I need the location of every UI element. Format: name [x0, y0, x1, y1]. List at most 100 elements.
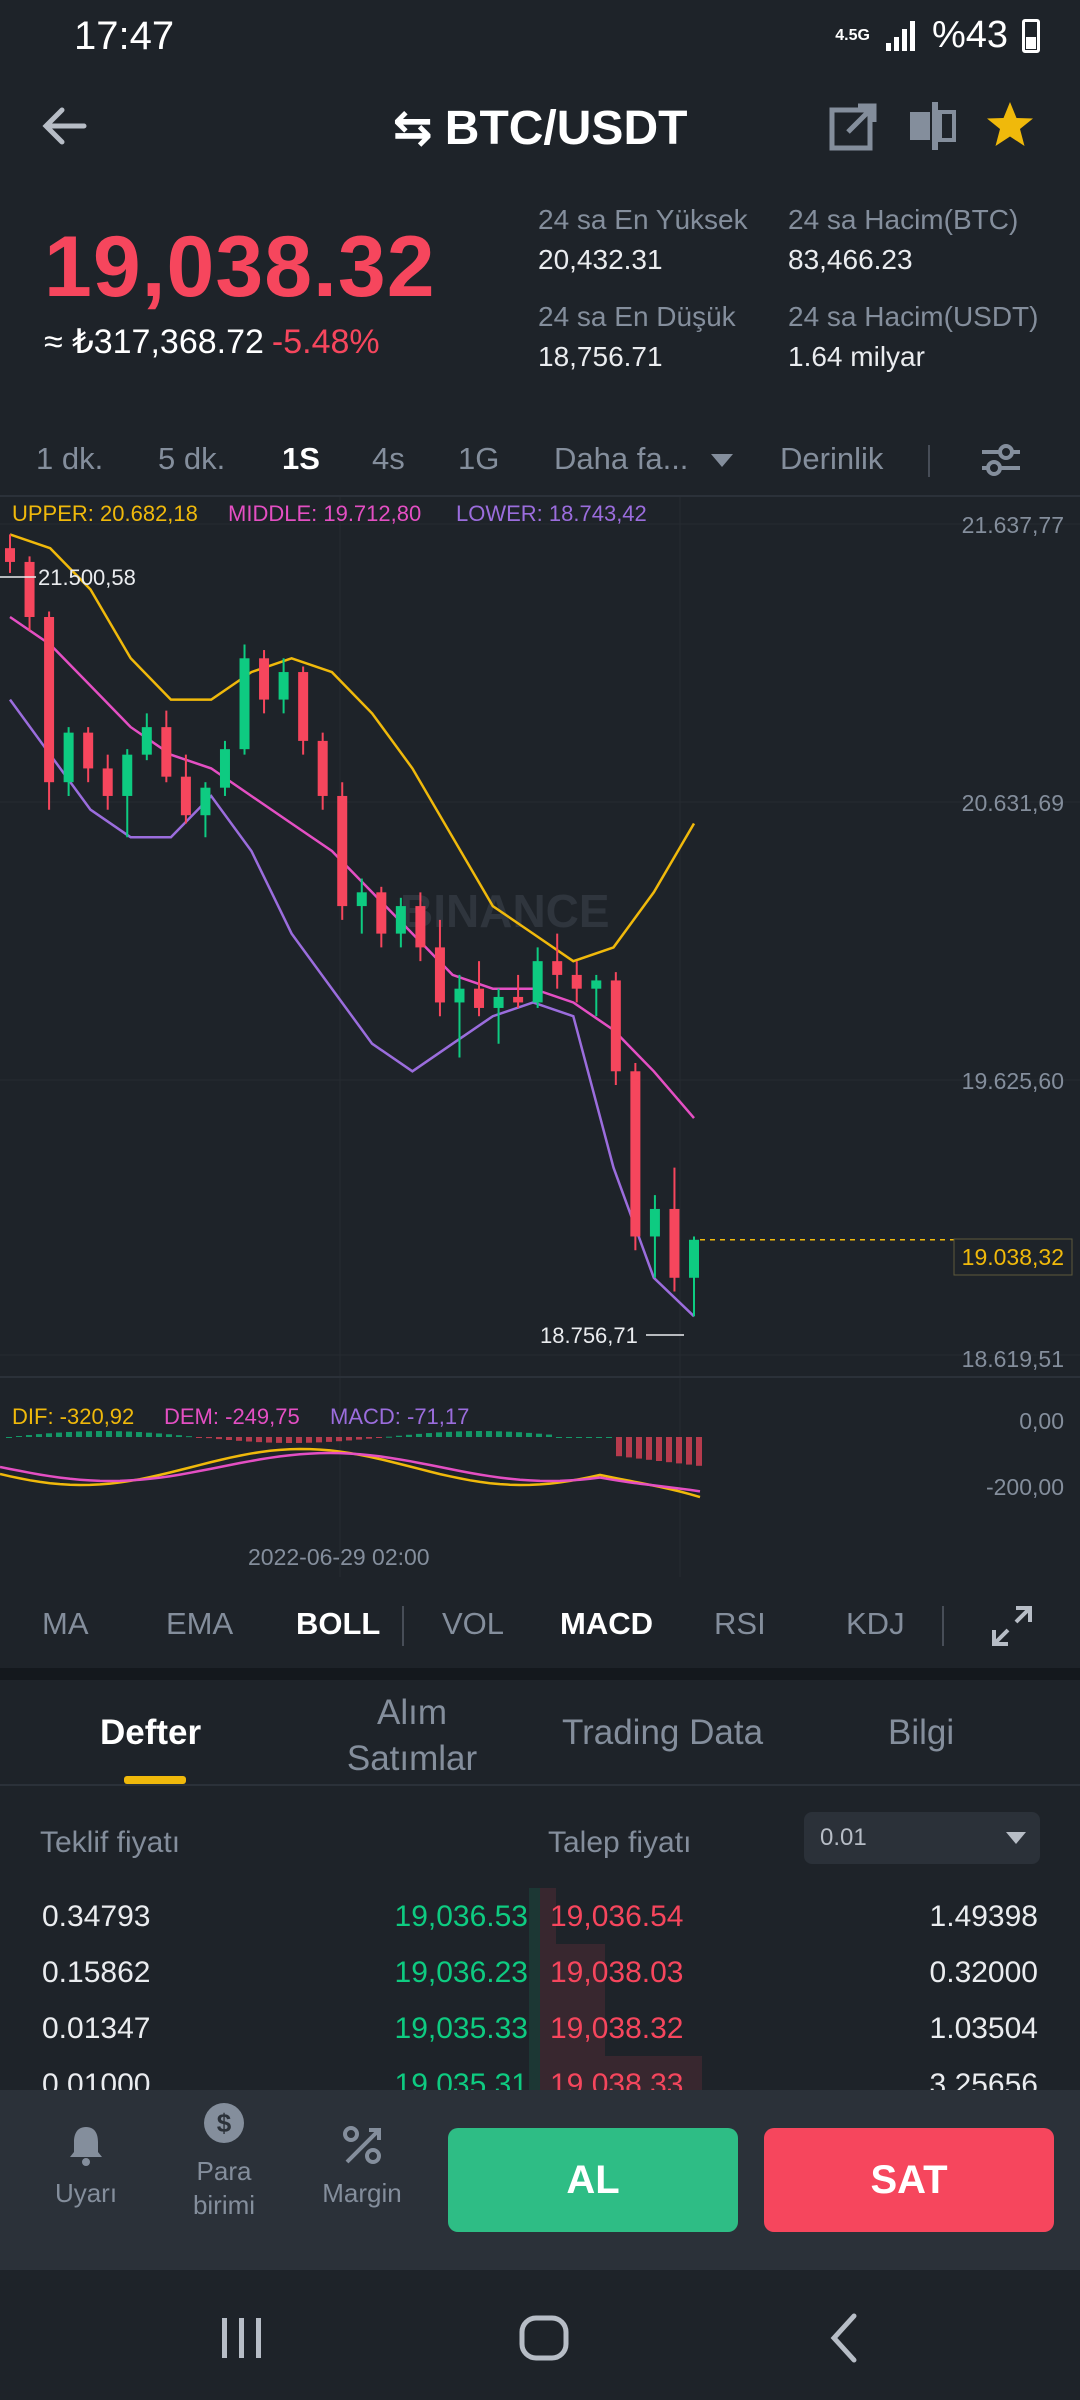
macd-bar: [246, 1437, 252, 1442]
macd-bar: [586, 1437, 592, 1438]
interval-1h[interactable]: 1S: [282, 441, 320, 476]
bid-depth-bar: [529, 1944, 540, 2000]
macd-bar: [436, 1432, 442, 1437]
interval-more-label: Daha fa...: [554, 441, 689, 476]
ask-price: 19,038.32: [550, 2012, 684, 2045]
bid-price: 19,036.53: [394, 1900, 528, 1933]
macd-bar: [146, 1432, 152, 1437]
alert-label: Uyarı: [54, 2178, 118, 2208]
macd-bar: [116, 1431, 122, 1437]
tab-trading-data[interactable]: Trading Data: [562, 1713, 764, 1752]
favorite-star-icon[interactable]: [982, 98, 1038, 154]
stat-low-label: 24 sa En Düşük: [538, 301, 736, 332]
macd-bar: [686, 1437, 692, 1465]
macd-bar: [166, 1434, 172, 1437]
indicator-vol[interactable]: VOL: [442, 1606, 505, 1641]
candle-body: [552, 961, 563, 975]
recent-apps-icon[interactable]: [212, 2308, 272, 2368]
bid-depth-bar: [529, 1888, 540, 1944]
interval-4h[interactable]: 4s: [372, 441, 405, 476]
tabs-separator: [0, 1784, 1080, 1786]
boll-upper-legend: UPPER: 20.682,18: [12, 501, 198, 526]
chart-settings-icon[interactable]: [976, 435, 1026, 485]
fullscreen-icon[interactable]: [988, 1602, 1036, 1650]
stat-vol-usdt: 24 sa Hacim(USDT) 1.64 milyar: [788, 301, 1038, 373]
indicator-kdj[interactable]: KDJ: [846, 1606, 905, 1641]
interval-more[interactable]: Daha fa...: [554, 441, 734, 477]
order-book-row[interactable]: 0.15862 19,036.23 19,038.03 0.32000: [0, 1944, 1080, 2000]
macd-bar: [76, 1431, 82, 1437]
candle-body: [493, 996, 504, 1008]
macd-bar: [216, 1437, 222, 1440]
macd-bar: [406, 1434, 412, 1437]
macd-bar: [256, 1437, 262, 1443]
bid-quantity: 0.34793: [42, 1900, 151, 1933]
buy-button[interactable]: AL: [448, 2128, 738, 2232]
currency-button[interactable]: $ Para birimi: [164, 2100, 284, 2222]
interval-5m[interactable]: 5 dk.: [158, 441, 226, 476]
candle-body: [337, 795, 348, 907]
bid-depth-bar: [529, 2056, 540, 2112]
order-book-row[interactable]: 0.34793 19,036.53 19,036.54 1.49398: [0, 1888, 1080, 1944]
boll-middle-line: [9, 615, 695, 1119]
fiat-price-row: ≈ ₺317,368.72 -5.48%: [44, 322, 380, 362]
system-nav-bar: [0, 2270, 1080, 2400]
macd-bar: [556, 1437, 562, 1438]
precision-select[interactable]: 0.01: [804, 1812, 1040, 1864]
dollar-icon: $: [204, 2103, 244, 2143]
interval-divider: [928, 445, 930, 477]
macd-bar: [36, 1434, 42, 1437]
indicator-rsi[interactable]: RSI: [714, 1606, 766, 1641]
macd-bar: [516, 1432, 522, 1437]
price-chart[interactable]: BINANCE UPPER: 20.682,18 MIDDLE: 19.712,…: [0, 497, 1080, 1577]
indicator-macd[interactable]: MACD: [560, 1606, 653, 1641]
home-icon[interactable]: [514, 2308, 574, 2368]
ask-price: 19,038.03: [550, 1956, 684, 1989]
macd-bar: [346, 1437, 352, 1441]
y-label-3: 19.625,60: [962, 1068, 1064, 1094]
currency-label-2: birimi: [192, 2190, 256, 2220]
battery-icon: [1022, 18, 1040, 53]
macd-bar: [536, 1433, 542, 1437]
alert-button[interactable]: Uyarı: [26, 2122, 146, 2210]
candle-body: [356, 892, 367, 907]
swap-icon: ⇆: [392, 102, 433, 155]
sell-button[interactable]: SAT: [764, 2128, 1054, 2232]
stat-high: 24 sa En Yüksek 20,432.31: [538, 204, 748, 276]
boll-lower-line: [8, 698, 695, 1318]
interval-1m[interactable]: 1 dk.: [36, 441, 104, 476]
tab-trades-line1: Alım: [377, 1693, 447, 1732]
margin-button[interactable]: Margin: [302, 2122, 422, 2210]
ask-quantity: 0.32000: [929, 1956, 1038, 1989]
status-icons: 4.5G %43: [835, 14, 1040, 57]
candle-body: [591, 980, 602, 989]
order-book-row[interactable]: 0.01347 19,035.33 19,038.32 1.03504: [0, 2000, 1080, 2056]
share-icon[interactable]: [826, 98, 882, 154]
stat-vol-btc: 24 sa Hacim(BTC) 83,466.23: [788, 204, 1018, 276]
high-marker-label: 21.500,58: [38, 565, 136, 590]
indicator-boll[interactable]: BOLL: [296, 1606, 381, 1641]
tab-order-book[interactable]: Defter: [100, 1713, 202, 1752]
macd-bar: [6, 1437, 12, 1438]
macd-bar: [476, 1431, 482, 1437]
layout-toggle-icon[interactable]: [904, 98, 960, 154]
boll-lower-legend: LOWER: 18.743,42: [456, 501, 647, 526]
candle-body: [161, 727, 172, 777]
macd-bar: [596, 1437, 602, 1438]
stat-high-label: 24 sa En Yüksek: [538, 204, 748, 235]
macd-bar: [226, 1437, 232, 1441]
indicator-ma[interactable]: MA: [42, 1606, 89, 1641]
system-back-icon[interactable]: [816, 2308, 876, 2368]
tab-info[interactable]: Bilgi: [888, 1713, 955, 1752]
macd-bar: [496, 1431, 502, 1437]
caret-down-icon: [1006, 1832, 1026, 1844]
interval-1d[interactable]: 1G: [458, 441, 500, 476]
depth-tab[interactable]: Derinlik: [780, 441, 884, 476]
back-arrow-icon[interactable]: [36, 98, 92, 154]
tab-trades[interactable]: Alım Satımlar: [328, 1690, 496, 1782]
bid-header: Teklif fiyatı: [40, 1826, 181, 1859]
pair-selector[interactable]: ⇆ BTC/USDT: [0, 100, 1080, 156]
current-price-tag: [953, 1238, 1073, 1276]
macd-bar: [16, 1436, 22, 1438]
indicator-ema[interactable]: EMA: [166, 1606, 234, 1641]
